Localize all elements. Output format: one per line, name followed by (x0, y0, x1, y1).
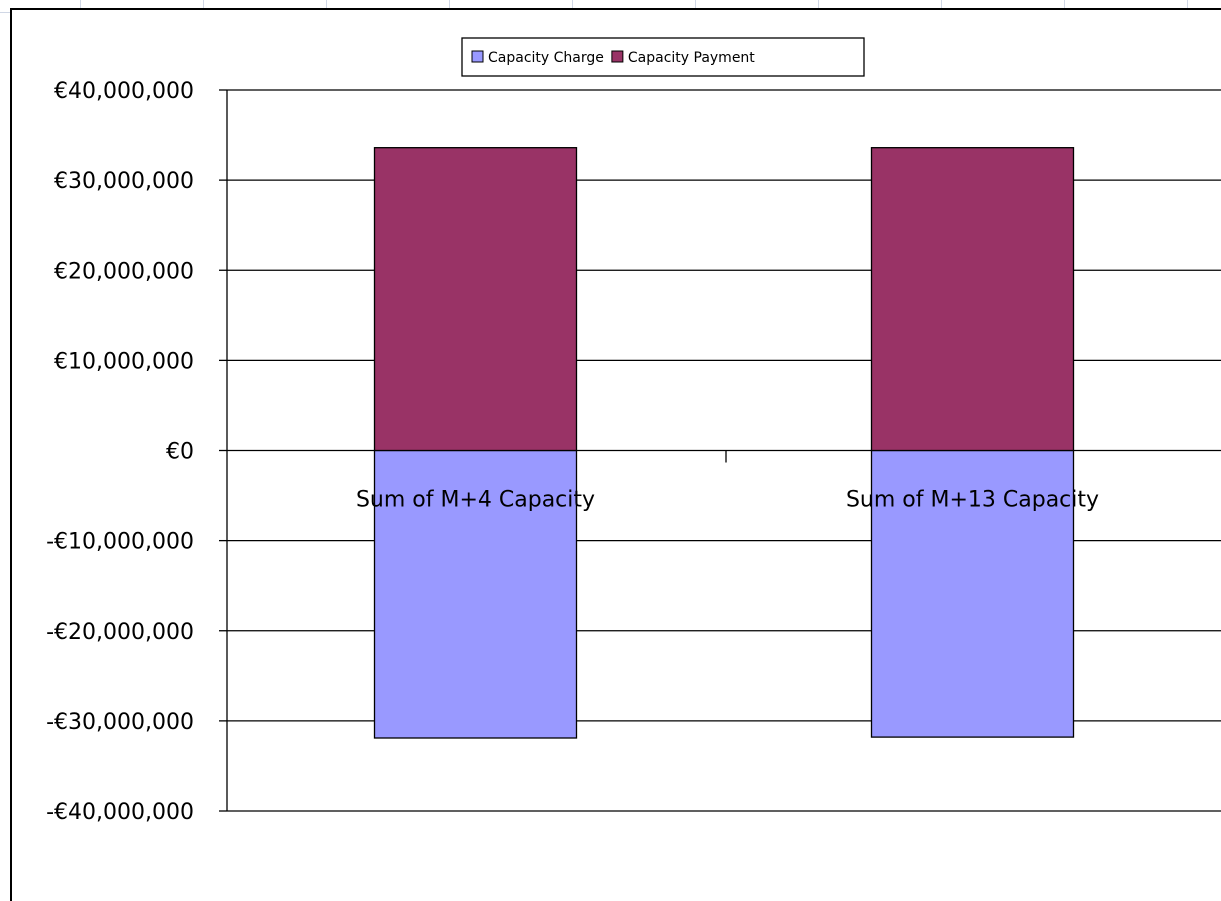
bar-capacity-charge (870, 449, 1075, 738)
category-labels: Sum of M+4 Capacity Sum of M+13 Capacity (356, 488, 1099, 513)
legend-swatch (471, 50, 484, 63)
category-label: Sum of M+4 Capacity (356, 488, 595, 513)
y-tick-label: -€20,000,000 (46, 620, 194, 645)
bar-capacity-payment (373, 147, 578, 452)
y-tick-label: -€30,000,000 (46, 710, 194, 735)
y-axis: €40,000,000 €30,000,000 €20,000,000 €10,000… (46, 79, 727, 825)
legend-label: Capacity Payment (628, 50, 755, 66)
y-tick-label: €20,000,000 (54, 259, 194, 284)
y-tick-label: €30,000,000 (54, 169, 194, 194)
y-tick-label: €40,000,000 (54, 79, 194, 104)
y-tick-label: €10,000,000 (54, 349, 194, 374)
legend[interactable]: Capacity Charge Capacity Payment (461, 37, 865, 77)
category-label: Sum of M+13 Capacity (846, 488, 1099, 513)
y-tick-label: -€10,000,000 (46, 530, 194, 555)
bar-capacity-charge (373, 449, 578, 739)
legend-label: Capacity Charge (488, 50, 604, 66)
y-tick-label: €0 (166, 440, 194, 465)
legend-box (461, 37, 865, 77)
legend-swatch (611, 50, 624, 63)
y-tick-label: -€40,000,000 (46, 800, 194, 825)
bars (373, 147, 1075, 739)
bar-capacity-payment (870, 147, 1075, 452)
